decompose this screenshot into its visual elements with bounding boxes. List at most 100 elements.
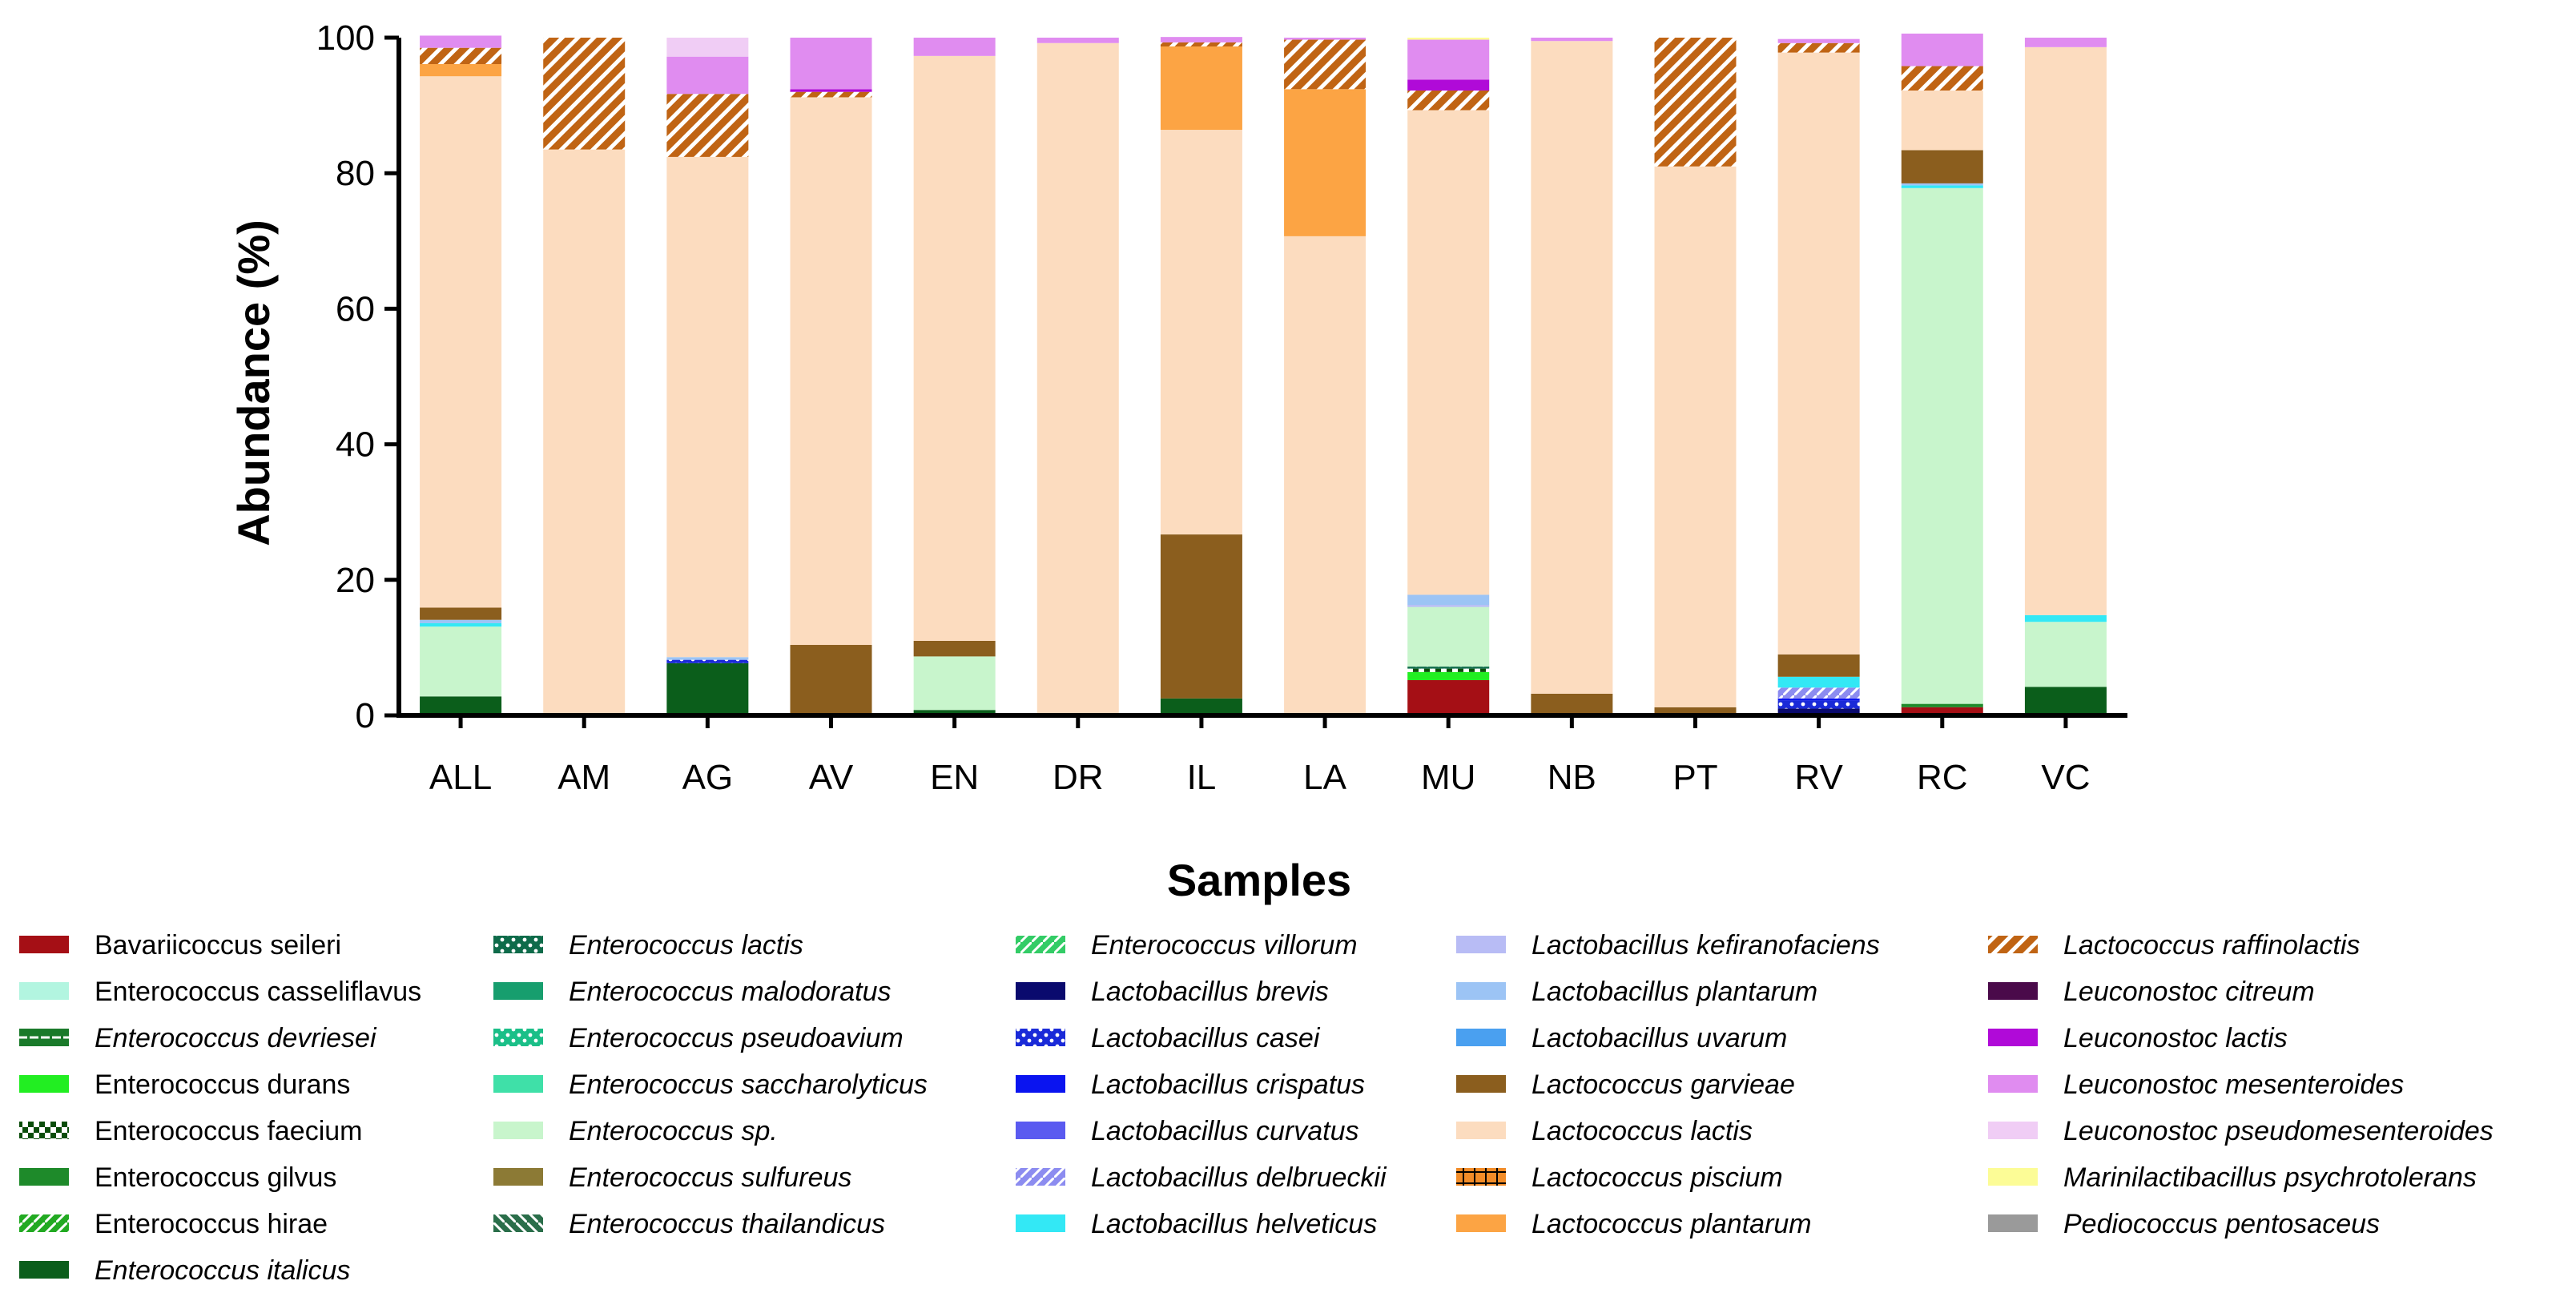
legend-item: Leuconostoc lactis (1988, 1023, 2288, 1053)
bar-segment (790, 97, 872, 646)
legend-swatch (493, 982, 543, 1000)
legend-label: Enterococcus durans (95, 1069, 350, 1100)
legend-label: Lactococcus raffinolactis (2063, 930, 2360, 961)
x-axis-title: Samples (1167, 855, 1351, 905)
bar-segment (1901, 150, 1983, 183)
bar-segment (1284, 39, 1366, 90)
legend-item: Enterococcus lactis (493, 930, 803, 961)
bar-segment (1036, 38, 1119, 43)
legend-swatch (1988, 1029, 2038, 1046)
legend-item: Enterococcus italicus (19, 1255, 350, 1286)
legend-swatch (493, 1122, 543, 1139)
legend-swatch (1016, 1168, 1065, 1186)
bar-segment (913, 710, 996, 715)
legend-swatch (1456, 1075, 1506, 1093)
bar-segment (420, 607, 502, 620)
legend-label: Leuconostoc lactis (2063, 1023, 2288, 1053)
legend-label: Lactobacillus curvatus (1091, 1116, 1359, 1146)
legend-item: Lactobacillus kefiranofaciens (1456, 930, 1880, 961)
legend-label: Enterococcus sp. (569, 1116, 778, 1146)
legend-item: Leuconostoc pseudomesenteroides (1988, 1116, 2493, 1146)
legend-item: Enterococcus faecium (19, 1116, 363, 1146)
bar-segment (1407, 605, 1490, 607)
legend-item: Enterococcus villorum (1016, 930, 1358, 961)
bar-segment (1777, 38, 1860, 43)
bar-segment (1036, 42, 1119, 715)
legend-swatch (19, 982, 69, 1000)
legend-swatch (1456, 982, 1506, 1000)
x-tick-label: AM (557, 758, 610, 797)
bar-segment (1407, 594, 1490, 606)
bar-segment (2024, 46, 2107, 615)
x-tick-label: VC (2041, 758, 2090, 797)
bar-segment (420, 626, 502, 697)
legend-item: Leuconostoc citreum (1988, 977, 2315, 1007)
bar-segment (913, 656, 996, 711)
bar-segment (1777, 676, 1860, 688)
x-tick-label: AV (809, 758, 854, 797)
legend-swatch (493, 1168, 543, 1186)
legend-item: Bavariicoccus seileri (19, 930, 341, 961)
legend-label: Lactobacillus uvarum (1532, 1023, 1787, 1053)
bar-segment (666, 94, 749, 157)
x-tick-label: EN (930, 758, 979, 797)
bar-segment (420, 35, 502, 48)
bar-segment (1777, 700, 1860, 709)
legend-label: Leuconostoc mesenteroides (2063, 1069, 2404, 1100)
bar-segment (666, 156, 749, 658)
bar-segment (790, 38, 872, 90)
legend-swatch (1016, 1029, 1065, 1046)
legend-label: Lactococcus lactis (1532, 1116, 1753, 1146)
bar-segment (1407, 668, 1490, 672)
bar-segment (1777, 708, 1860, 715)
legend-label: Enterococcus villorum (1091, 930, 1358, 961)
bar-segment (913, 38, 996, 56)
legend-label: Enterococcus malodoratus (569, 977, 892, 1007)
legend-label: Marinilactibacillus psychrotolerans (2063, 1162, 2477, 1193)
legend-label: Lactococcus piscium (1532, 1162, 1783, 1193)
legend: Bavariicoccus seileri Enterococcus cassel… (19, 930, 2493, 1286)
legend-swatch (1988, 1122, 2038, 1139)
bars-layer (420, 33, 2107, 716)
bar-segment (666, 657, 749, 660)
x-tick-label: LA (1303, 758, 1346, 797)
legend-swatch (19, 1168, 69, 1186)
bar-segment (666, 38, 749, 57)
legend-item: Enterococcus hirae (19, 1209, 328, 1239)
legend-label: Lactobacillus casei (1091, 1023, 1321, 1053)
y-axis-title: Abundance (%) (228, 220, 279, 546)
y-tick-label: 0 (356, 696, 375, 735)
y-tick-label: 60 (336, 289, 375, 328)
bar-segment (1901, 707, 1983, 715)
bar-segment (1654, 38, 1737, 167)
x-tick-label: IL (1187, 758, 1217, 797)
legend-label: Lactobacillus delbrueckii (1091, 1162, 1387, 1193)
legend-label: Lactobacillus crispatus (1091, 1069, 1365, 1100)
bar-segment (1654, 707, 1737, 715)
bar-segment (1901, 33, 1983, 66)
legend-swatch (19, 1075, 69, 1093)
y-tick-label: 40 (336, 425, 375, 465)
legend-swatch (493, 1214, 543, 1232)
legend-label: Leuconostoc pseudomesenteroides (2063, 1116, 2493, 1146)
legend-label: Leuconostoc citreum (2063, 977, 2315, 1007)
legend-swatch (19, 936, 69, 953)
legend-item: Lactococcus plantarum (1456, 1209, 1812, 1239)
legend-item: Lactobacillus curvatus (1016, 1116, 1359, 1146)
bar-segment (1654, 166, 1737, 707)
legend-label: Lactococcus plantarum (1532, 1209, 1812, 1239)
legend-label: Enterococcus casseliflavus (95, 977, 421, 1007)
bar-segment (1777, 687, 1860, 699)
bar-segment (2024, 614, 2107, 622)
legend-swatch (1988, 1075, 2038, 1093)
legend-item: Enterococcus saccharolyticus (493, 1069, 928, 1100)
legend-item: Lactobacillus uvarum (1456, 1023, 1787, 1053)
legend-swatch (1456, 936, 1506, 953)
bar-segment (1284, 236, 1366, 715)
legend-label: Bavariicoccus seileri (95, 930, 341, 961)
bar-segment (1407, 680, 1490, 715)
bar-segment (1901, 187, 1983, 704)
legend-item: Lactobacillus delbrueckii (1016, 1162, 1387, 1193)
legend-label: Enterococcus lactis (569, 930, 803, 961)
